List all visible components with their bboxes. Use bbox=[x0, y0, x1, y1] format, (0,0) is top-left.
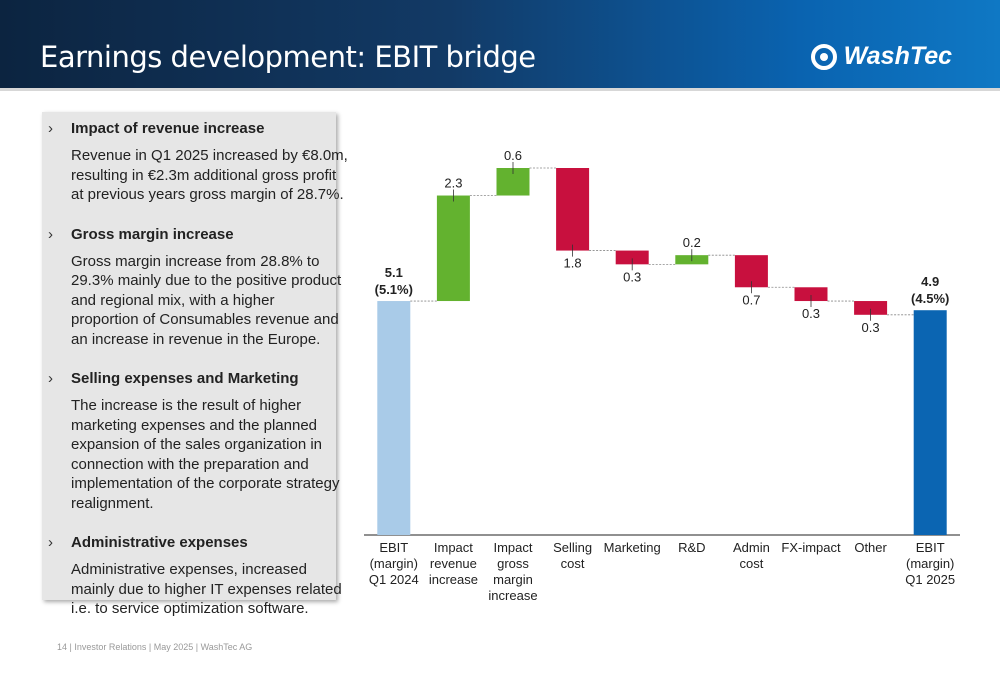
x-tick-label: EBIT bbox=[916, 540, 945, 555]
bullet-text: proportion of Consumables revenue and bbox=[71, 311, 339, 328]
margin-label: (4.5%) bbox=[911, 291, 949, 306]
x-tick-label: Other bbox=[854, 540, 887, 555]
logo-text: WashTec bbox=[843, 42, 952, 70]
text-panel: › Impact of revenue increase Revenue in Q1… bbox=[42, 112, 348, 617]
bullet-text: i.e. to service optimization software. bbox=[71, 600, 309, 617]
bullet-arrow: › bbox=[48, 370, 53, 387]
bullet-text: 29.3% mainly due to the positive product bbox=[71, 272, 342, 289]
value-label: 0.3 bbox=[862, 320, 880, 335]
x-tick-label: Q1 2025 bbox=[905, 572, 955, 587]
logo: WashTec bbox=[810, 42, 952, 71]
x-tick-label: Impact bbox=[493, 540, 532, 555]
slide-title: Earnings development: EBIT bridge bbox=[40, 40, 536, 74]
bullet-text: Revenue in Q1 2025 increased by €8.0m, bbox=[71, 147, 348, 164]
bullet-text: mainly due to higher IT expenses related bbox=[71, 580, 342, 598]
bullet-heading: Selling expenses and Marketing bbox=[71, 370, 299, 387]
bullet-text: realignment. bbox=[71, 494, 154, 512]
bar bbox=[913, 310, 947, 535]
bar bbox=[794, 287, 828, 302]
margin-label: (5.1%) bbox=[375, 282, 413, 297]
bar bbox=[854, 301, 888, 315]
x-tick-label: (margin) bbox=[906, 556, 954, 571]
value-label: 5.1 bbox=[385, 265, 403, 280]
value-label: 0.6 bbox=[504, 148, 522, 163]
value-label: 0.7 bbox=[742, 292, 760, 307]
bar bbox=[377, 301, 411, 535]
bullet-text: expansion of the sales organization in bbox=[71, 436, 323, 453]
x-tick-label: Marketing bbox=[604, 540, 661, 555]
bullet-text: an increase in revenue in the Europe. bbox=[71, 330, 321, 348]
x-tick-label: Admin bbox=[733, 540, 770, 555]
bullet-text: The increase is the result of higher bbox=[71, 397, 302, 414]
bullet-arrow: › bbox=[48, 225, 53, 243]
bullet-text: resulting in €2.3m additional gross prof… bbox=[71, 166, 337, 184]
bullet-text: Gross margin increase from 28.8% to bbox=[71, 252, 320, 270]
logo-icon bbox=[810, 43, 837, 70]
x-tick-label: Q1 2024 bbox=[369, 572, 419, 587]
value-label: 0.3 bbox=[802, 306, 820, 321]
value-label: 2.3 bbox=[444, 176, 462, 191]
bullet-heading: Administrative expenses bbox=[71, 534, 248, 551]
value-label: 0.3 bbox=[623, 269, 641, 284]
x-tick-label: FX-impact bbox=[781, 540, 841, 555]
bullet-arrow: › bbox=[48, 120, 53, 137]
bullet-text: connection with the preparation and bbox=[71, 455, 309, 473]
bullet-heading: Impact of revenue increase bbox=[71, 120, 265, 137]
value-label: 0.2 bbox=[683, 235, 701, 250]
x-tick-label: EBIT bbox=[379, 540, 408, 555]
bar bbox=[556, 168, 590, 251]
footer: 14 | Investor Relations | May 2025 | Was… bbox=[57, 642, 253, 652]
x-tick-label: increase bbox=[429, 572, 478, 587]
x-tick-label: revenue bbox=[430, 556, 477, 571]
x-tick-label: increase bbox=[488, 588, 537, 603]
x-tick-label: Selling bbox=[553, 540, 592, 555]
x-tick-label: (margin) bbox=[370, 556, 418, 571]
bullet-text: Administrative expenses, increased bbox=[71, 561, 307, 578]
bullet-arrow: › bbox=[48, 534, 53, 551]
x-tick-label: cost bbox=[739, 556, 763, 571]
x-tick-label: margin bbox=[493, 572, 533, 587]
bullet-text: marketing expenses and the planned bbox=[71, 416, 318, 434]
bullet-text: implementation of the corporate strategy bbox=[71, 475, 340, 492]
bullet-heading: Gross margin increase bbox=[71, 225, 234, 243]
x-tick-label: cost bbox=[561, 556, 585, 571]
x-tick-label: R&D bbox=[678, 540, 705, 555]
bullet-text: and regional mix, with a higher bbox=[71, 291, 275, 309]
value-label: 1.8 bbox=[564, 256, 582, 271]
bar bbox=[615, 250, 649, 265]
bar bbox=[436, 195, 470, 302]
value-label: 4.9 bbox=[921, 274, 939, 289]
header: Earnings development: EBIT bridge WashTe… bbox=[0, 0, 1000, 91]
x-tick-label: gross bbox=[497, 556, 529, 571]
x-tick-label: Impact bbox=[434, 540, 473, 555]
bullet-text: at previous years gross margin of 28.7%. bbox=[71, 186, 344, 203]
